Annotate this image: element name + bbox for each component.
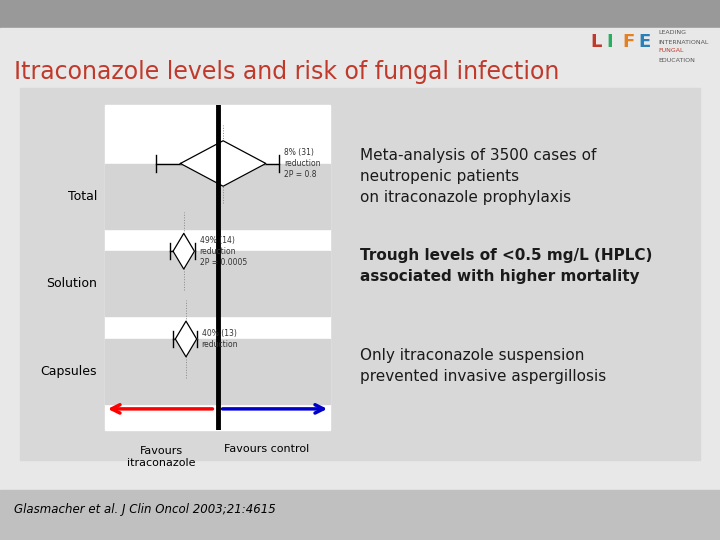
Text: F: F [622, 33, 634, 51]
Text: 49% (14)
reduction
2P = 0.0005: 49% (14) reduction 2P = 0.0005 [199, 235, 247, 267]
Text: Meta-analysis of 3500 cases of
neutropenic patients
on itraconazole prophylaxis: Meta-analysis of 3500 cases of neutropen… [360, 148, 596, 205]
Bar [105, 164, 330, 228]
Bar [105, 339, 330, 404]
Bar [105, 251, 330, 316]
Text: Itraconazole levels and risk of fungal infection: Itraconazole levels and risk of fungal i… [14, 60, 559, 84]
Polygon shape [181, 141, 266, 186]
Bar [20, 88, 700, 460]
Bar [0, 0, 720, 28]
Text: Glasmacher et al. J Clin Oncol 2003;21:4615: Glasmacher et al. J Clin Oncol 2003;21:4… [14, 503, 276, 516]
Text: I: I [606, 33, 613, 51]
Bar [0, 490, 720, 540]
Text: Favours control: Favours control [225, 444, 310, 454]
Bar [105, 105, 330, 430]
Text: 40% (13)
reduction: 40% (13) reduction [202, 329, 238, 349]
Text: L: L [590, 33, 601, 51]
Text: E: E [638, 33, 650, 51]
Polygon shape [175, 321, 197, 357]
Text: 8% (31)
reduction
2P = 0.8: 8% (31) reduction 2P = 0.8 [284, 148, 320, 179]
Polygon shape [173, 233, 194, 269]
Text: Favours
itraconazole: Favours itraconazole [127, 446, 196, 468]
Text: LEADING: LEADING [658, 30, 686, 36]
Text: Trough levels of <0.5 mg/L (HPLC)
associated with higher mortality: Trough levels of <0.5 mg/L (HPLC) associ… [360, 248, 652, 284]
Text: Only itraconazole suspension
prevented invasive aspergillosis: Only itraconazole suspension prevented i… [360, 348, 606, 384]
Text: Capsules: Capsules [40, 365, 97, 378]
Text: FUNGAL: FUNGAL [658, 49, 683, 53]
Text: Solution: Solution [46, 277, 97, 291]
Text: INTERNATIONAL: INTERNATIONAL [658, 39, 708, 44]
Text: Total: Total [68, 190, 97, 202]
Text: EDUCATION: EDUCATION [658, 57, 695, 63]
